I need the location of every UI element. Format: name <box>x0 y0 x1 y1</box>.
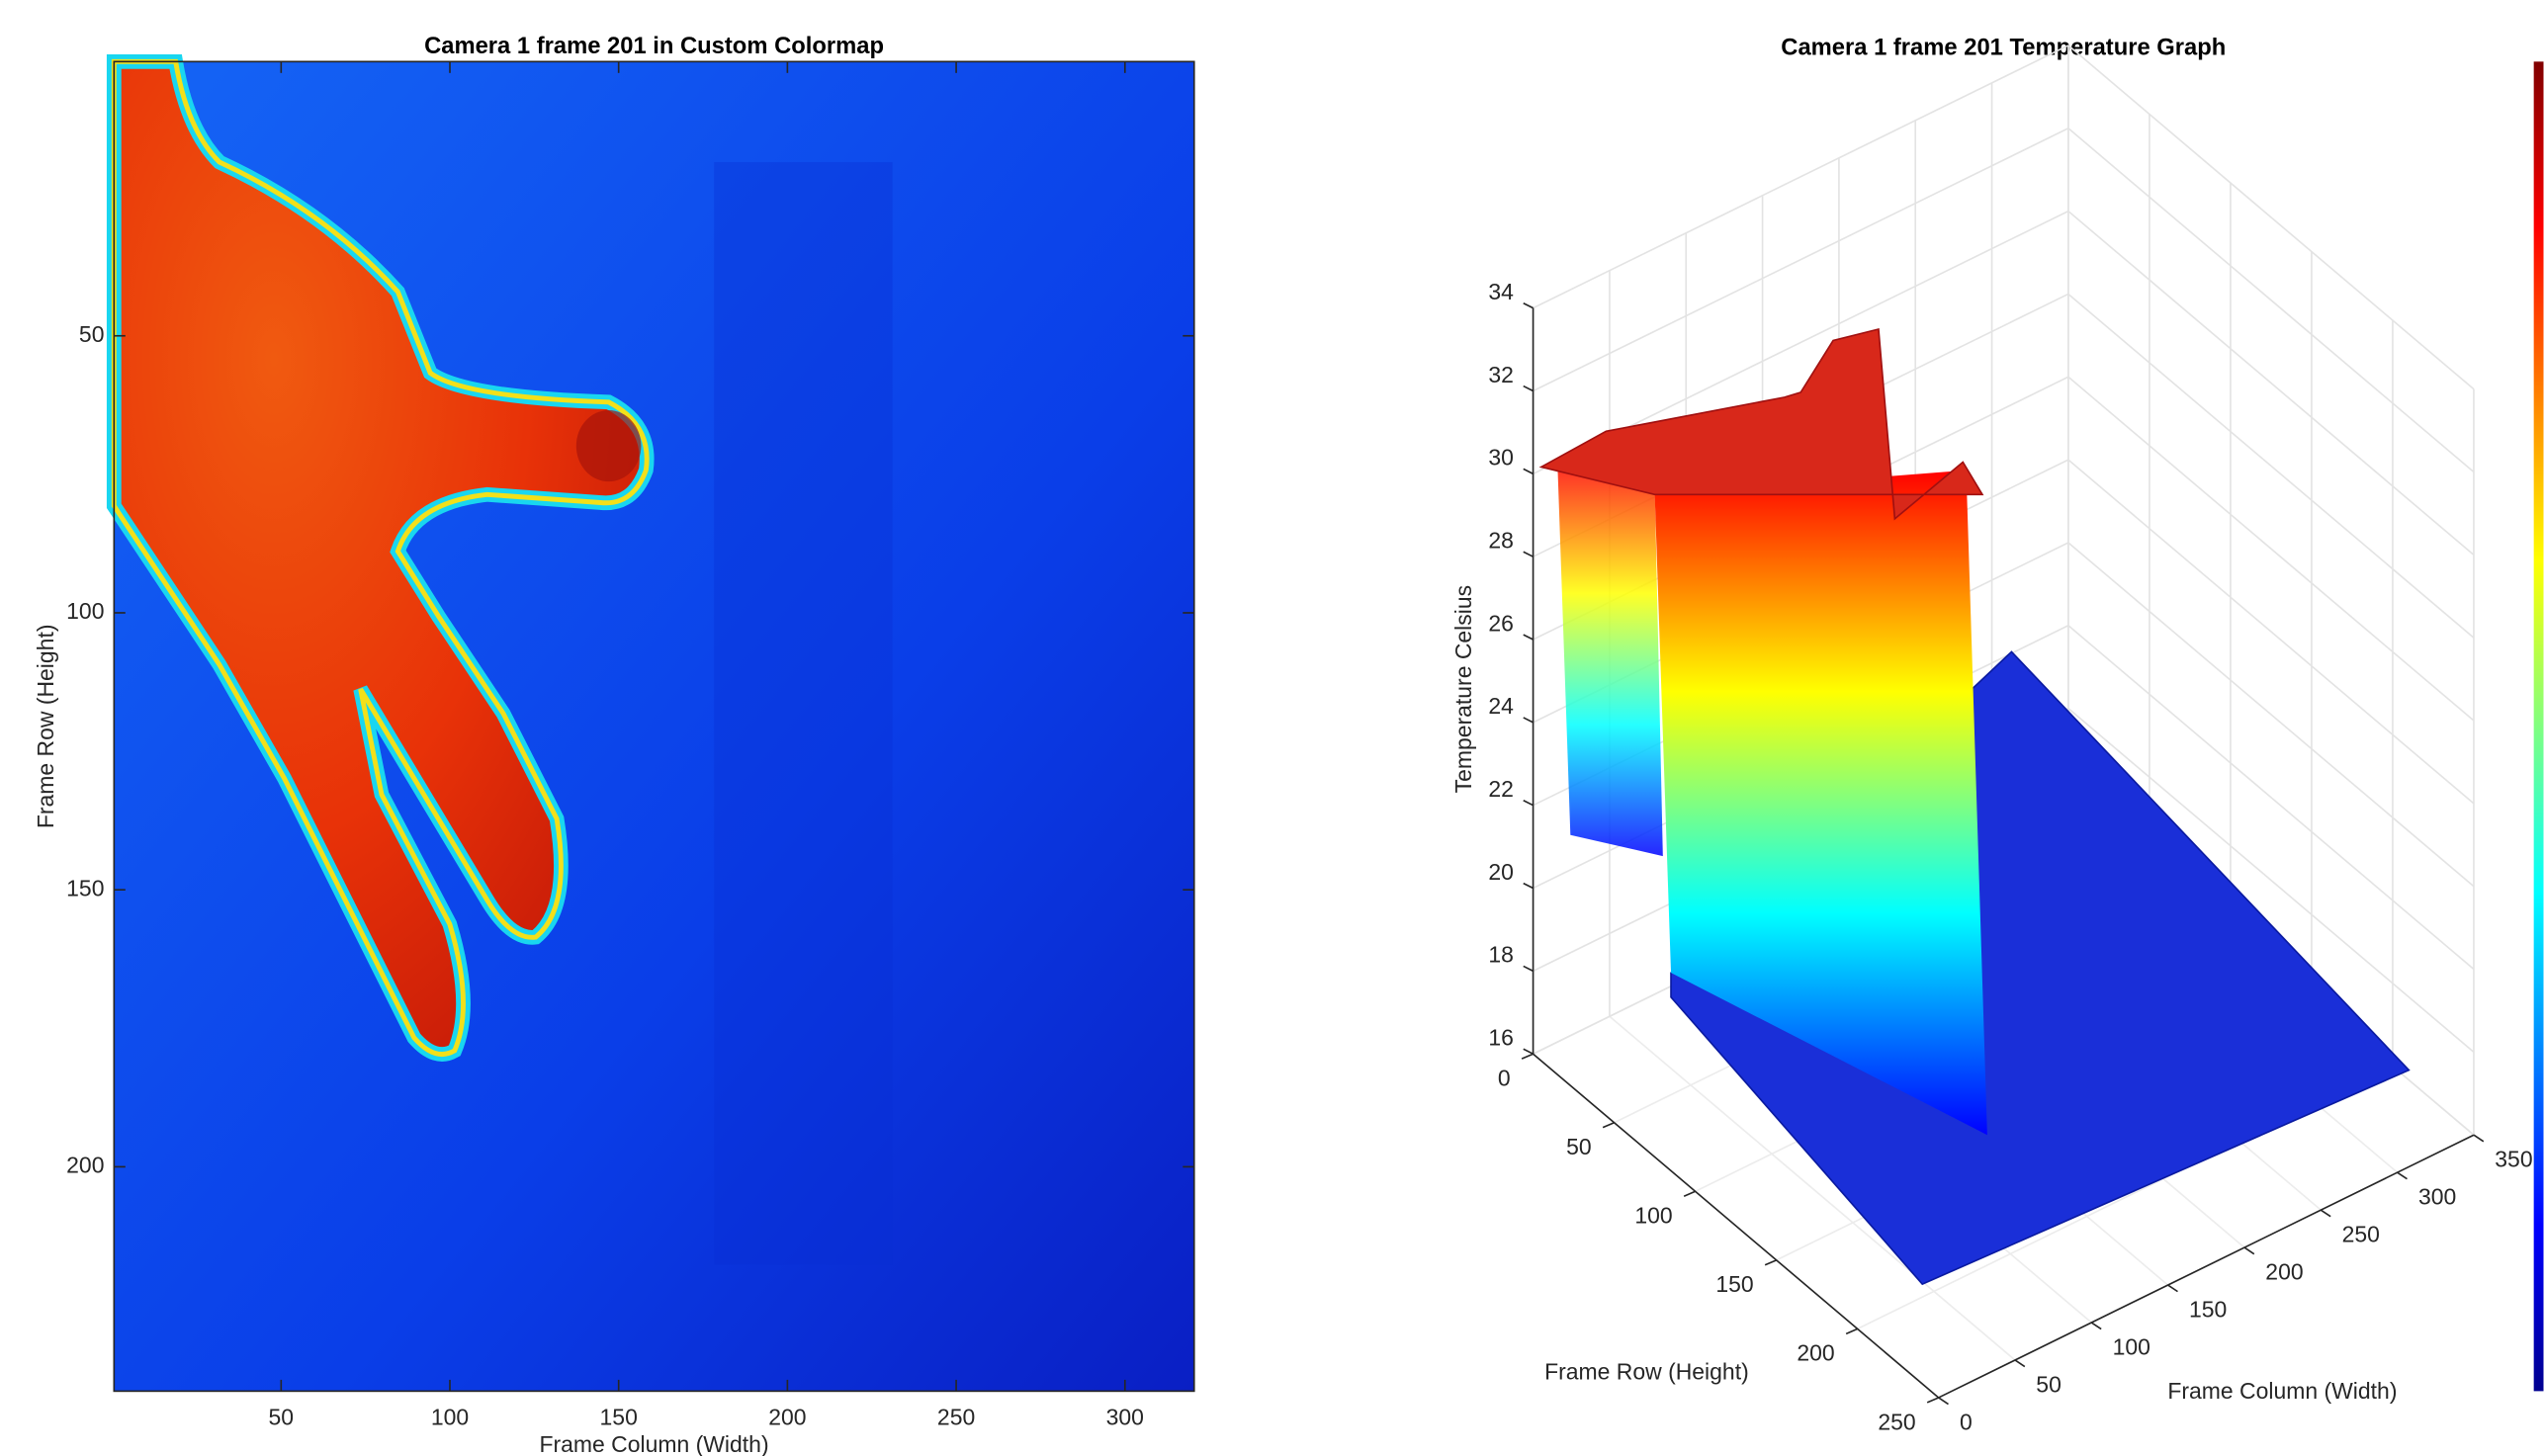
y-tick <box>1764 1259 1777 1266</box>
y-tick <box>1926 1397 1939 1404</box>
grid-line <box>1533 44 2069 309</box>
x-tick-label: 100 <box>431 1404 469 1429</box>
x-tick-label: 200 <box>768 1404 806 1429</box>
z-tick-label: 20 <box>1488 859 1514 885</box>
z-tick-label: 34 <box>1488 279 1514 304</box>
y-tick-label: 0 <box>1498 1066 1511 1091</box>
x-tick <box>1938 1397 1949 1406</box>
surface-top <box>1538 327 1984 521</box>
x-tick-label: 250 <box>2342 1221 2380 1246</box>
z-tick-label: 18 <box>1488 942 1514 968</box>
grid-line <box>2067 542 2475 888</box>
y-axis-label: Frame Row (Height) <box>33 625 58 829</box>
z-tick-label: 32 <box>1488 362 1514 387</box>
grid-line <box>2067 210 2475 556</box>
x-tick <box>2167 1284 2178 1293</box>
y-tick-label: 100 <box>66 598 104 624</box>
x-tick-label: 200 <box>2265 1258 2303 1284</box>
z-tick <box>1523 717 1534 724</box>
x-tick <box>2397 1171 2408 1180</box>
x-tick-label: 100 <box>2113 1333 2150 1359</box>
x-axis <box>1938 1134 2475 1399</box>
y-tick-label: 150 <box>66 875 104 900</box>
x-tick <box>2473 1134 2485 1143</box>
y-tick <box>1521 1053 1534 1060</box>
x-tick-label: 350 <box>2495 1147 2532 1172</box>
z-tick <box>1523 302 1534 309</box>
colorbar <box>2533 61 2544 1392</box>
z-axis-label: Temperature Celsius <box>1450 585 1476 793</box>
x-tick-label: 150 <box>2189 1296 2227 1322</box>
z-tick-label: 28 <box>1488 527 1514 553</box>
z-tick <box>1523 965 1534 973</box>
x-axis-label: Frame Column (Width) <box>2167 1378 2397 1404</box>
z-tick-label: 26 <box>1488 610 1514 636</box>
x-tick-label: 250 <box>937 1404 975 1429</box>
grid-line <box>1609 1015 2016 1361</box>
z-tick-label: 22 <box>1488 776 1514 802</box>
axes-box <box>113 60 1195 1393</box>
x-tick-label: 300 <box>1106 1404 1144 1429</box>
z-tick <box>1523 385 1534 392</box>
z-tick <box>1523 468 1534 475</box>
heatmap-shade <box>714 162 893 1265</box>
y-tick-label: 150 <box>1715 1271 1753 1297</box>
grid-line <box>2067 293 2475 639</box>
x-tick-label: 150 <box>600 1404 638 1429</box>
x-tick-label: 50 <box>269 1404 295 1429</box>
grid-line <box>2067 128 2475 473</box>
z-tick <box>1523 551 1534 557</box>
z-tick <box>1523 634 1534 641</box>
x-tick <box>2014 1359 2026 1368</box>
y-tick <box>1602 1121 1615 1129</box>
surface-plot: 16 18 20 22 24 26 28 30 32 34 0 50 100 150 200 250 0 50 10… <box>1450 44 2533 1434</box>
hot-spot <box>575 409 642 482</box>
grid-line <box>2067 376 2475 722</box>
x-tick-label: 300 <box>2418 1183 2456 1209</box>
y-axis <box>1533 1053 1940 1399</box>
x-tick-label: 50 <box>2036 1371 2062 1397</box>
grid-line <box>2067 459 2475 805</box>
surface-wall-back <box>1557 462 1663 857</box>
hand-edge <box>111 58 650 1057</box>
z-tick <box>1523 1048 1534 1055</box>
y-tick-label: 100 <box>1634 1203 1672 1229</box>
grid-line <box>2067 708 2475 1054</box>
y-tick-label: 50 <box>79 321 105 347</box>
y-tick <box>1683 1190 1696 1197</box>
y-tick-label: 200 <box>66 1152 104 1177</box>
z-tick <box>1523 882 1534 890</box>
grid-line <box>2067 625 2475 971</box>
y-tick <box>1845 1328 1858 1335</box>
x-tick <box>2243 1246 2255 1255</box>
grid-line <box>2067 44 2475 390</box>
surface-wall-front <box>1654 470 1987 1136</box>
x-axis-label: Frame Column (Width) <box>539 1431 768 1456</box>
x-tick <box>2320 1209 2331 1218</box>
y-axis-label: Frame Row (Height) <box>1544 1358 1749 1384</box>
y-tick-label: 50 <box>1566 1134 1592 1159</box>
y-tick-label: 250 <box>1878 1409 1915 1434</box>
z-tick-label: 24 <box>1488 693 1514 719</box>
z-tick-label: 16 <box>1488 1025 1514 1051</box>
y-tick-label: 200 <box>1797 1340 1834 1366</box>
z-tick-label: 30 <box>1488 445 1514 471</box>
z-tick <box>1523 800 1534 807</box>
x-tick <box>2090 1322 2102 1330</box>
chart-title: Camera 1 frame 201 in Custom Colormap <box>424 33 884 59</box>
chart-title: Camera 1 frame 201 Temperature Graph <box>1781 34 2226 60</box>
x-tick-label: 0 <box>1960 1409 1973 1434</box>
grid-line <box>1533 128 2069 392</box>
